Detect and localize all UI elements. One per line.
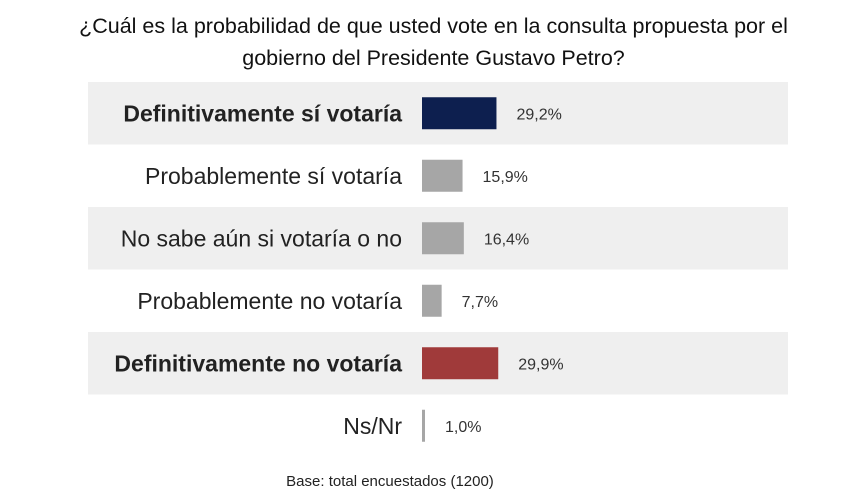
value-label-6: 1,0%	[445, 419, 481, 436]
value-label-1: 29,2%	[516, 106, 561, 123]
bar-2	[422, 159, 463, 192]
value-label-5: 29,9%	[518, 356, 563, 373]
category-label-2: Probablemente sí votaría	[145, 163, 402, 189]
bar-1	[422, 97, 497, 130]
value-label-2: 15,9%	[483, 169, 528, 186]
category-label-5: Definitivamente no votaría	[114, 350, 402, 376]
bar-5	[422, 347, 499, 380]
chart-title-line-2: gobierno del Presidente Gustavo Petro?	[242, 46, 625, 70]
category-label-4: Probablemente no votaría	[137, 288, 402, 314]
bar-4	[422, 284, 442, 317]
value-label-4: 7,7%	[462, 294, 498, 311]
bar-3	[422, 222, 464, 255]
chart-title: ¿Cuál es la probabilidad de que usted vo…	[0, 10, 867, 74]
category-label-6: Ns/Nr	[343, 413, 402, 439]
base-note: Base: total encuestados (1200)	[286, 473, 494, 490]
bar-6	[422, 409, 425, 442]
value-label-3: 16,4%	[484, 231, 529, 248]
category-label-1: Definitivamente sí votaría	[123, 100, 402, 126]
category-label-3: No sabe aún si votaría o no	[121, 225, 402, 251]
chart-title-line-1: ¿Cuál es la probabilidad de que usted vo…	[79, 14, 788, 38]
